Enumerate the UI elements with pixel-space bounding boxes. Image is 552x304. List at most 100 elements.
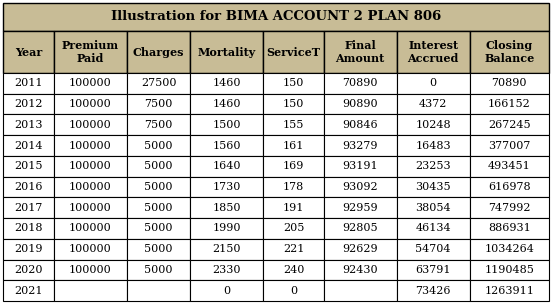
Bar — [190, 197, 263, 218]
Text: 100000: 100000 — [69, 161, 112, 171]
Text: 100000: 100000 — [69, 244, 112, 254]
Bar — [323, 177, 397, 197]
Text: 7500: 7500 — [145, 120, 173, 130]
Text: 886931: 886931 — [488, 223, 530, 233]
Bar — [470, 73, 549, 94]
Bar — [54, 135, 127, 156]
Text: 100000: 100000 — [69, 120, 112, 130]
Bar — [470, 135, 549, 156]
Bar — [263, 73, 323, 94]
Bar — [323, 280, 397, 301]
Bar — [470, 260, 549, 280]
Text: 1640: 1640 — [213, 161, 241, 171]
Text: 100000: 100000 — [69, 78, 112, 88]
Bar — [3, 135, 54, 156]
Text: 161: 161 — [283, 140, 304, 150]
Bar — [323, 260, 397, 280]
Text: 205: 205 — [283, 223, 304, 233]
Bar — [127, 135, 190, 156]
Text: 2013: 2013 — [14, 120, 43, 130]
Bar — [263, 31, 323, 73]
Text: 27500: 27500 — [141, 78, 176, 88]
Bar — [470, 218, 549, 239]
Text: Final
Amount: Final Amount — [336, 40, 385, 64]
Text: 5000: 5000 — [144, 203, 173, 213]
Text: 150: 150 — [283, 99, 304, 109]
Bar — [3, 260, 54, 280]
Bar — [127, 177, 190, 197]
Text: 100000: 100000 — [69, 182, 112, 192]
Text: 1460: 1460 — [213, 99, 241, 109]
Text: 0: 0 — [290, 286, 297, 295]
Bar — [397, 218, 470, 239]
Text: 1034264: 1034264 — [485, 244, 534, 254]
Bar — [54, 260, 127, 280]
Bar — [323, 218, 397, 239]
Bar — [190, 218, 263, 239]
Text: Premium
Paid: Premium Paid — [62, 40, 119, 64]
Text: 100000: 100000 — [69, 140, 112, 150]
Bar — [190, 239, 263, 260]
Bar — [3, 3, 549, 31]
Text: 100000: 100000 — [69, 99, 112, 109]
Text: 5000: 5000 — [144, 161, 173, 171]
Bar — [397, 73, 470, 94]
Bar — [397, 177, 470, 197]
Bar — [397, 260, 470, 280]
Text: 166152: 166152 — [488, 99, 530, 109]
Bar — [397, 156, 470, 177]
Bar — [470, 94, 549, 114]
Bar — [190, 135, 263, 156]
Bar — [127, 94, 190, 114]
Bar — [263, 114, 323, 135]
Bar — [3, 94, 54, 114]
Text: 150: 150 — [283, 78, 304, 88]
Text: 63791: 63791 — [416, 265, 451, 275]
Bar — [323, 197, 397, 218]
Text: Mortality: Mortality — [198, 47, 256, 57]
Bar — [323, 31, 397, 73]
Bar — [3, 31, 54, 73]
Text: 73426: 73426 — [416, 286, 451, 295]
Bar — [263, 239, 323, 260]
Bar — [54, 73, 127, 94]
Text: 240: 240 — [283, 265, 304, 275]
Bar — [323, 73, 397, 94]
Bar — [470, 177, 549, 197]
Text: 2330: 2330 — [213, 265, 241, 275]
Text: 7500: 7500 — [145, 99, 173, 109]
Text: 169: 169 — [283, 161, 304, 171]
Text: 0: 0 — [429, 78, 437, 88]
Bar — [3, 73, 54, 94]
Text: 1460: 1460 — [213, 78, 241, 88]
Text: 70890: 70890 — [342, 78, 378, 88]
Text: 5000: 5000 — [144, 140, 173, 150]
Text: 93092: 93092 — [342, 182, 378, 192]
Bar — [470, 156, 549, 177]
Bar — [397, 239, 470, 260]
Text: 2019: 2019 — [14, 244, 43, 254]
Bar — [127, 218, 190, 239]
Bar — [127, 280, 190, 301]
Text: 46134: 46134 — [415, 223, 451, 233]
Bar — [190, 177, 263, 197]
Bar — [263, 218, 323, 239]
Bar — [54, 218, 127, 239]
Text: 221: 221 — [283, 244, 304, 254]
Text: Charges: Charges — [133, 47, 184, 57]
Bar — [190, 260, 263, 280]
Bar — [397, 114, 470, 135]
Bar — [190, 156, 263, 177]
Bar — [190, 94, 263, 114]
Bar — [263, 94, 323, 114]
Text: 267245: 267245 — [488, 120, 530, 130]
Text: 1500: 1500 — [213, 120, 241, 130]
Text: ServiceT: ServiceT — [267, 47, 321, 57]
Text: 16483: 16483 — [415, 140, 451, 150]
Bar — [263, 280, 323, 301]
Bar — [3, 177, 54, 197]
Text: 5000: 5000 — [144, 265, 173, 275]
Text: 0: 0 — [223, 286, 230, 295]
Bar — [127, 239, 190, 260]
Bar — [323, 135, 397, 156]
